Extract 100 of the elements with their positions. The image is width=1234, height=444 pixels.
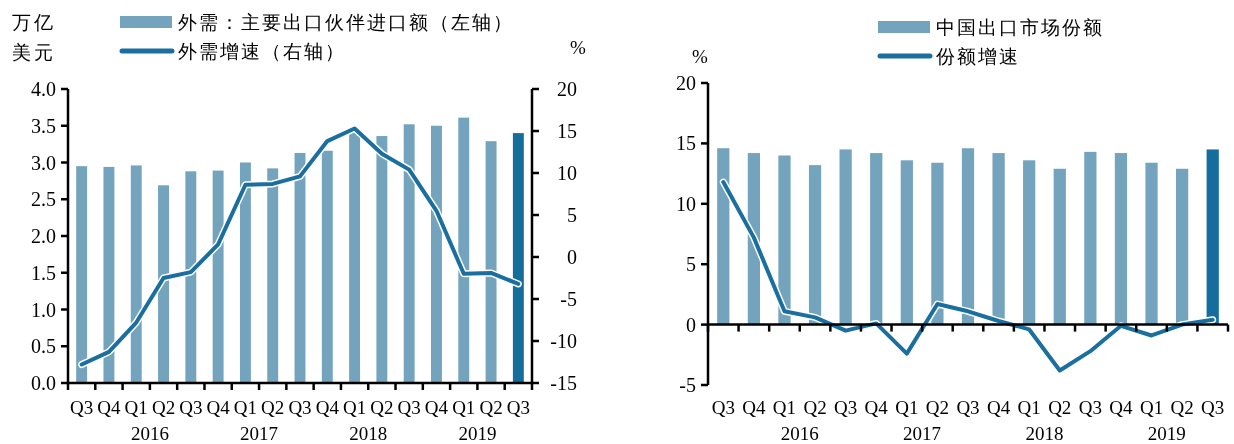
bar bbox=[458, 117, 470, 383]
x-tick-label: Q1 bbox=[124, 397, 148, 418]
y2-axis-title: % bbox=[570, 36, 590, 60]
x-tick-label: Q3 bbox=[397, 397, 421, 418]
x-tick-label: Q4 bbox=[315, 397, 340, 418]
x-tick-label: Q4 bbox=[986, 397, 1011, 418]
bar bbox=[900, 160, 913, 325]
x-tick-label: Q1 bbox=[1139, 397, 1164, 418]
text: 2018 bbox=[349, 423, 388, 444]
bar bbox=[212, 170, 224, 383]
x-tick-label: Q1 bbox=[772, 397, 797, 418]
bar bbox=[321, 150, 333, 383]
bar bbox=[961, 148, 975, 325]
y-tick-label: 2.0 bbox=[31, 225, 56, 247]
bar bbox=[870, 153, 883, 325]
bar bbox=[839, 149, 852, 325]
x-tick-label: Q2 bbox=[1048, 397, 1072, 418]
x-tick-label: Q1 bbox=[452, 397, 476, 418]
y-tick-label: 1.5 bbox=[31, 261, 56, 284]
y-tick-label: 20 bbox=[676, 72, 696, 94]
x-tick-label: Q4 bbox=[97, 397, 122, 418]
y-tick-label: 4.0 bbox=[31, 78, 56, 100]
x-tick-label: Q3 bbox=[179, 397, 203, 418]
text: 2019 bbox=[458, 423, 497, 444]
y2-tick-label: 5 bbox=[567, 204, 577, 226]
bar bbox=[778, 155, 791, 325]
x-tick-label: Q3 bbox=[956, 397, 980, 418]
bar bbox=[239, 162, 251, 383]
x-tick-label: Q2 bbox=[261, 397, 285, 418]
x-tick-label: Q3 bbox=[834, 397, 858, 418]
y2-tick-label: 10 bbox=[557, 162, 577, 184]
y-tick-label: 1.0 bbox=[31, 298, 56, 321]
y2-tick-label: -15 bbox=[550, 372, 577, 394]
x-tick-label: Q2 bbox=[479, 397, 503, 418]
y-tick-label: -5 bbox=[679, 374, 696, 396]
x-tick-label: Q3 bbox=[506, 397, 530, 418]
y-tick-label: 5 bbox=[686, 253, 696, 276]
y-tick-label: 0.0 bbox=[31, 372, 56, 394]
y-tick-label: 2.5 bbox=[31, 188, 56, 211]
bar bbox=[267, 168, 279, 383]
x-tick-label: Q4 bbox=[864, 397, 889, 418]
y-tick-label: 15 bbox=[676, 132, 696, 155]
x-tick-label: Q1 bbox=[895, 397, 919, 418]
x-tick-label: Q1 bbox=[342, 397, 367, 418]
x-tick-label: Q1 bbox=[233, 397, 258, 418]
x-tick-label: Q2 bbox=[925, 397, 950, 418]
y-tick-label: 3.0 bbox=[31, 151, 56, 174]
legend-label: 外需：主要出口伙伴进口额（左轴） bbox=[178, 12, 514, 33]
x-tick-label: Q2 bbox=[1170, 397, 1194, 418]
y-tick-label: 0.5 bbox=[31, 335, 56, 358]
text: 2017 bbox=[240, 423, 279, 444]
x-tick-label: Q2 bbox=[803, 397, 827, 418]
y2-tick-label: 0 bbox=[567, 246, 577, 268]
y-axis-title: % bbox=[692, 45, 712, 69]
y-tick-label: 3.5 bbox=[31, 114, 56, 137]
y2-tick-label: -5 bbox=[560, 288, 577, 310]
x-tick-label: Q3 bbox=[70, 397, 94, 418]
bar bbox=[376, 136, 388, 383]
y-axis-title: 万亿美元 bbox=[12, 11, 57, 65]
bar bbox=[403, 124, 415, 383]
legend-label: 份额增速 bbox=[936, 46, 1020, 67]
legend-label: 中国出口市场份额 bbox=[936, 17, 1104, 38]
x-tick-label: Q2 bbox=[151, 397, 176, 418]
x-tick-label: Q3 bbox=[1078, 397, 1102, 418]
text: 2017 bbox=[903, 423, 942, 444]
x-tick-label: Q3 bbox=[711, 397, 735, 418]
x-tick-label: Q3 bbox=[288, 397, 312, 418]
bar bbox=[717, 148, 730, 325]
bar bbox=[1053, 168, 1066, 325]
text: 2018 bbox=[1025, 423, 1064, 444]
bar bbox=[1145, 162, 1158, 325]
bar bbox=[931, 162, 944, 325]
x-tick-label: Q1 bbox=[1017, 397, 1041, 418]
bar bbox=[431, 125, 442, 383]
x-tick-label: Q4 bbox=[206, 397, 231, 418]
y2-tick-label: 15 bbox=[557, 120, 577, 142]
bar bbox=[1023, 160, 1036, 325]
bar bbox=[130, 165, 142, 383]
legend-label: 外需增速（右轴） bbox=[178, 41, 346, 62]
y2-tick-label: 20 bbox=[557, 78, 577, 100]
text: 2019 bbox=[1147, 423, 1186, 444]
bar bbox=[485, 141, 497, 383]
x-tick-label: Q3 bbox=[1201, 397, 1225, 418]
bar bbox=[76, 166, 88, 383]
bar bbox=[1114, 153, 1128, 325]
text: 2016 bbox=[130, 423, 169, 444]
x-tick-label: Q4 bbox=[742, 397, 766, 418]
x-tick-label: Q4 bbox=[424, 397, 449, 418]
x-tick-label: Q2 bbox=[370, 397, 394, 418]
y-tick-label: 10 bbox=[676, 192, 696, 215]
y-tick-label: 0 bbox=[686, 313, 696, 336]
bar bbox=[808, 165, 822, 325]
x-tick-label: Q4 bbox=[1109, 397, 1134, 418]
bar bbox=[158, 185, 169, 383]
bar bbox=[1176, 168, 1189, 325]
bar bbox=[103, 166, 115, 383]
y2-tick-label: -10 bbox=[550, 330, 577, 352]
bar bbox=[1084, 151, 1097, 325]
bar bbox=[185, 171, 197, 383]
text: 2016 bbox=[780, 423, 819, 444]
